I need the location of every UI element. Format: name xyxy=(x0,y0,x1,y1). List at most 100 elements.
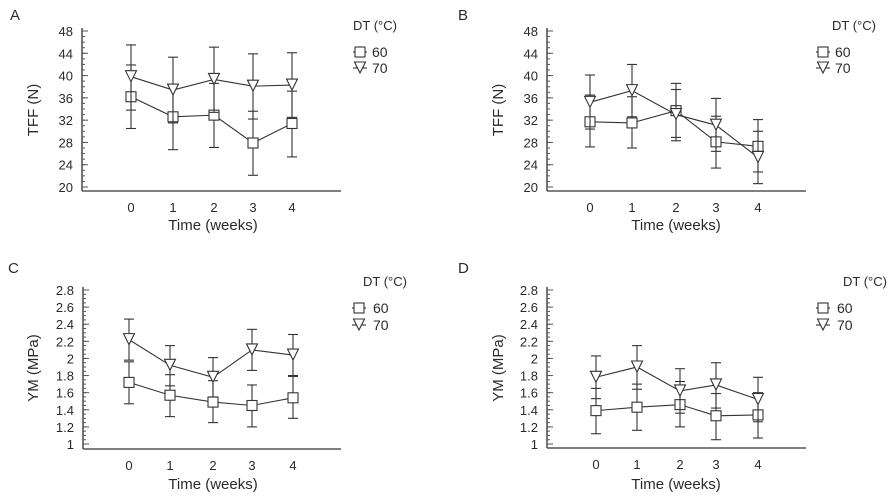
panel-label: C xyxy=(8,260,19,277)
data-point xyxy=(751,392,765,406)
data-point xyxy=(673,384,687,398)
y-tick-label: 40 xyxy=(59,69,73,84)
y-tick-label: 2 xyxy=(67,351,74,366)
data-point xyxy=(625,84,639,97)
y-tick-label: 1.8 xyxy=(520,369,538,384)
y-tick-label: 44 xyxy=(524,46,538,61)
y-axis-title: YM (MPa) xyxy=(25,334,42,402)
legend-label: 60 xyxy=(835,44,851,60)
y-tick-label: 48 xyxy=(59,24,73,39)
series-70 xyxy=(122,318,300,398)
x-tick-label: 4 xyxy=(754,457,761,472)
x-tick-label: 2 xyxy=(672,200,679,215)
legend-label: 70 xyxy=(372,60,388,76)
data-point xyxy=(166,83,180,97)
data-point xyxy=(630,360,644,374)
data-point xyxy=(751,150,765,164)
triangle-marker-icon xyxy=(353,61,367,75)
legend-title: DT (°C) xyxy=(832,18,876,33)
legend-title: DT (°C) xyxy=(843,274,887,289)
data-point xyxy=(626,117,638,129)
panel-label: A xyxy=(10,7,20,24)
y-tick-label: 28 xyxy=(524,135,538,150)
y-tick-label: 36 xyxy=(59,91,73,106)
y-tick-label: 2.2 xyxy=(520,334,538,349)
data-point xyxy=(286,117,298,130)
y-tick-label: 24 xyxy=(59,158,73,173)
y-tick-label: 1.4 xyxy=(56,403,74,418)
x-tick-label: 0 xyxy=(125,458,132,473)
data-point xyxy=(206,370,220,384)
y-tick-label: 2.8 xyxy=(56,283,74,298)
x-tick-label: 3 xyxy=(712,200,719,215)
data-point xyxy=(669,108,683,121)
y-tick-label: 2.6 xyxy=(520,300,538,315)
x-tick-label: 2 xyxy=(676,457,683,472)
y-tick-label: 2.8 xyxy=(520,283,538,298)
square-marker-icon xyxy=(817,46,829,58)
triangle-marker-icon xyxy=(352,318,366,332)
x-tick-label: 3 xyxy=(712,457,719,472)
y-tick-label: 1 xyxy=(67,437,74,452)
data-point xyxy=(286,348,300,362)
x-tick-label: 4 xyxy=(754,200,761,215)
data-point xyxy=(122,333,136,346)
x-tick-label: 0 xyxy=(586,200,593,215)
y-tick-label: 48 xyxy=(524,24,538,39)
data-point xyxy=(247,137,259,149)
y-tick-label: 2 xyxy=(531,351,538,366)
data-point xyxy=(245,343,259,357)
legend-label: 60 xyxy=(837,300,853,316)
data-point xyxy=(124,70,138,83)
x-tick-label: 0 xyxy=(127,200,134,215)
y-tick-label: 40 xyxy=(524,69,538,84)
y-tick-label: 44 xyxy=(59,46,73,61)
x-tick-label: 3 xyxy=(249,200,256,215)
y-tick-label: 1.8 xyxy=(56,369,74,384)
square-marker-icon xyxy=(817,302,829,314)
y-tick-label: 28 xyxy=(59,135,73,150)
data-point xyxy=(590,405,602,417)
data-point xyxy=(589,370,603,384)
legend-title: DT (°C) xyxy=(353,18,397,33)
chart-panel-d: D 1 1.2 1.4 1.6 1.8 2 2.2 2.4 2.6 2.8 0 1 2 3 4 Time (we… xyxy=(458,260,887,493)
y-tick-label: 1.2 xyxy=(520,420,538,435)
x-tick-label: 2 xyxy=(210,200,217,215)
x-tick-label: 1 xyxy=(166,458,173,473)
data-point xyxy=(285,78,299,92)
data-point xyxy=(246,399,258,412)
x-tick-label: 3 xyxy=(248,458,255,473)
y-tick-label: 1 xyxy=(531,437,538,452)
y-tick-label: 32 xyxy=(59,113,73,128)
x-tick-label: 1 xyxy=(628,200,635,215)
x-tick-label: 2 xyxy=(209,458,216,473)
legend-label: 60 xyxy=(373,300,389,316)
chart-panel-a: A 20 24 28 32 36 40 44 48 0 1 2 3 4 Time (weeks) TFF (N… xyxy=(10,7,397,234)
y-tick-label: 1.6 xyxy=(520,386,538,401)
x-axis-title: Time (weeks) xyxy=(168,476,257,493)
series-line-70 xyxy=(595,366,759,401)
x-axis-title: Time (weeks) xyxy=(631,476,720,493)
triangle-marker-icon xyxy=(816,318,830,332)
triangle-marker-icon xyxy=(816,61,830,75)
y-tick-label: 2.2 xyxy=(56,334,74,349)
panel-label: B xyxy=(458,7,468,24)
series-line-70 xyxy=(589,90,759,158)
data-point xyxy=(710,410,722,422)
square-marker-icon xyxy=(354,46,366,58)
x-axis-title: Time (weeks) xyxy=(631,217,720,234)
data-point xyxy=(583,95,597,109)
data-point xyxy=(709,118,723,132)
series-70 xyxy=(583,63,765,185)
data-point xyxy=(123,376,135,388)
square-marker-icon xyxy=(353,302,365,314)
data-point xyxy=(631,401,643,413)
data-point xyxy=(207,396,219,408)
data-point xyxy=(163,358,177,372)
x-tick-label: 1 xyxy=(169,200,176,215)
y-tick-label: 1.6 xyxy=(56,386,74,401)
y-tick-label: 36 xyxy=(524,91,538,106)
